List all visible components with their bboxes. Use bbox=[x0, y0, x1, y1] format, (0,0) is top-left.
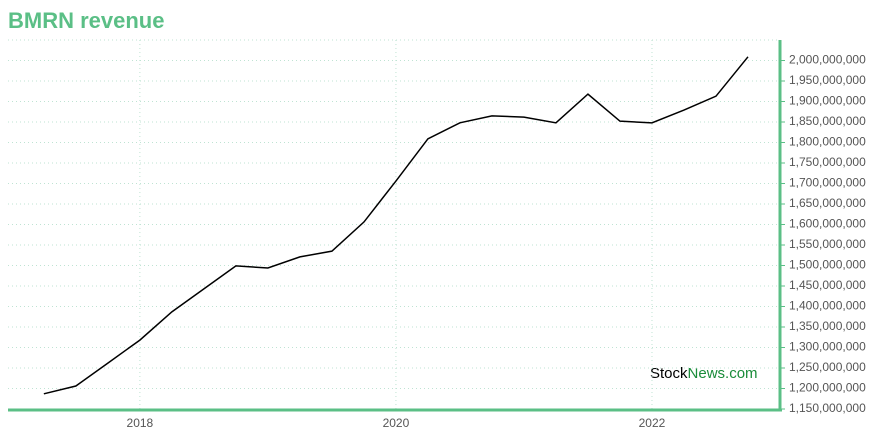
y-tick-label: 1,450,000,000 bbox=[789, 278, 866, 292]
y-tick-label: 1,300,000,000 bbox=[789, 340, 866, 354]
y-tick-label: 1,700,000,000 bbox=[789, 176, 866, 190]
y-tick-label: 1,500,000,000 bbox=[789, 258, 866, 272]
x-tick-label: 2018 bbox=[127, 416, 154, 430]
y-tick-label: 1,250,000,000 bbox=[789, 360, 866, 374]
y-tick-label: 1,900,000,000 bbox=[789, 94, 866, 108]
y-tick-label: 1,750,000,000 bbox=[789, 155, 866, 169]
y-tick-label: 1,400,000,000 bbox=[789, 299, 866, 313]
chart-title: BMRN revenue bbox=[8, 8, 164, 33]
watermark: StockNews.com bbox=[650, 365, 758, 382]
y-tick-label: 2,000,000,000 bbox=[789, 53, 866, 67]
y-tick-label: 1,550,000,000 bbox=[789, 237, 866, 251]
x-tick-label: 2022 bbox=[639, 416, 666, 430]
watermark-part: Stock bbox=[650, 365, 688, 382]
y-tick-label: 1,200,000,000 bbox=[789, 381, 866, 395]
line bbox=[43, 56, 749, 395]
watermark-part: News bbox=[688, 365, 726, 382]
x-tick-label: 2020 bbox=[383, 416, 410, 430]
y-tick-label: 1,850,000,000 bbox=[789, 114, 866, 128]
y-tick-label: 1,150,000,000 bbox=[789, 401, 866, 415]
watermark-part: .com bbox=[725, 365, 758, 382]
y-tick-label: 1,650,000,000 bbox=[789, 196, 866, 210]
y-tick-label: 1,800,000,000 bbox=[789, 135, 866, 149]
y-tick-label: 1,350,000,000 bbox=[789, 319, 866, 333]
y-tick-label: 1,600,000,000 bbox=[789, 217, 866, 231]
y-tick-label: 1,950,000,000 bbox=[789, 73, 866, 87]
